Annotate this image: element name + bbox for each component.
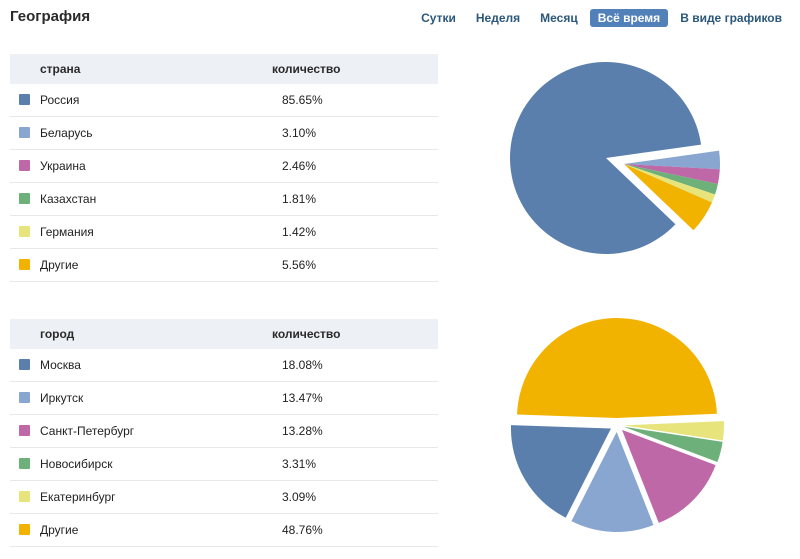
tab-week[interactable]: Неделя bbox=[475, 11, 521, 25]
row-label: Иркутск bbox=[40, 391, 84, 405]
tab-as-charts[interactable]: В виде графиков bbox=[680, 11, 782, 25]
country-rows: Россия 85.65% Беларусь 3.10% Украина 2.46% Каз… bbox=[10, 84, 438, 282]
table-row: Санкт-Петербург 13.28% bbox=[10, 415, 438, 448]
city-table: город количество Москва 18.08% Иркутск 13.4… bbox=[10, 319, 438, 547]
column-header-city: город bbox=[40, 327, 75, 341]
row-value: 3.09% bbox=[282, 490, 317, 504]
row-label: Россия bbox=[40, 93, 80, 107]
legend-swatch bbox=[19, 193, 30, 204]
row-name: Другие bbox=[10, 258, 266, 272]
row-name: Беларусь bbox=[10, 126, 266, 140]
legend-swatch bbox=[19, 425, 30, 436]
row-name: Новосибирск bbox=[10, 457, 266, 471]
row-label: Екатеринбург bbox=[40, 490, 116, 504]
table-header: город количество bbox=[10, 319, 438, 349]
pie-slice-3 bbox=[624, 164, 720, 184]
legend-swatch bbox=[19, 160, 30, 171]
table-row: Другие 5.56% bbox=[10, 249, 438, 282]
row-value: 1.42% bbox=[282, 225, 317, 239]
row-value: 1.81% bbox=[282, 192, 317, 206]
table-row: Москва 18.08% bbox=[10, 349, 438, 382]
row-name: Москва bbox=[10, 358, 266, 372]
city-pie-chart bbox=[510, 318, 724, 532]
legend-swatch bbox=[19, 226, 30, 237]
row-label: Другие bbox=[40, 523, 79, 537]
pie-slice-5 bbox=[624, 164, 716, 203]
row-label: Другие bbox=[40, 258, 79, 272]
table-row: Другие 48.76% bbox=[10, 514, 438, 547]
tab-month[interactable]: Месяц bbox=[540, 11, 578, 25]
row-label: Санкт-Петербург bbox=[40, 424, 135, 438]
row-value: 48.76% bbox=[282, 523, 323, 537]
table-row: Иркутск 13.47% bbox=[10, 382, 438, 415]
pie-slice-3 bbox=[621, 429, 716, 523]
row-name: Россия bbox=[10, 93, 266, 107]
legend-swatch bbox=[19, 359, 30, 370]
city-rows: Москва 18.08% Иркутск 13.47% Санкт-Петербург… bbox=[10, 349, 438, 547]
row-name: Украина bbox=[10, 159, 266, 173]
legend-swatch bbox=[19, 94, 30, 105]
period-tabs: Сутки Неделя Месяц Всё время В виде граф… bbox=[409, 9, 790, 27]
row-label: Украина bbox=[40, 159, 86, 173]
row-name: Екатеринбург bbox=[10, 490, 266, 504]
row-label: Москва bbox=[40, 358, 81, 372]
legend-swatch bbox=[19, 524, 30, 535]
pie-slice-2 bbox=[571, 431, 654, 532]
row-value: 3.31% bbox=[282, 457, 317, 471]
row-value: 5.56% bbox=[282, 258, 317, 272]
pie-slice-1 bbox=[510, 425, 611, 518]
tab-day[interactable]: Сутки bbox=[421, 11, 456, 25]
pie-slice-2 bbox=[624, 150, 720, 170]
row-value: 18.08% bbox=[282, 358, 323, 372]
pie-slice-4 bbox=[623, 426, 723, 462]
row-label: Казахстан bbox=[40, 192, 97, 206]
page-title: География bbox=[10, 8, 91, 25]
column-header-country: страна bbox=[40, 62, 81, 76]
legend-swatch bbox=[19, 259, 30, 270]
country-table: страна количество Россия 85.65% Беларусь 3.… bbox=[10, 54, 438, 282]
column-header-count: количество bbox=[272, 62, 341, 76]
row-value: 2.46% bbox=[282, 159, 317, 173]
pie-slice-1 bbox=[510, 62, 702, 255]
pie-slice-6 bbox=[517, 318, 717, 419]
row-value: 85.65% bbox=[282, 93, 323, 107]
row-value: 13.28% bbox=[282, 424, 323, 438]
row-label: Германия bbox=[40, 225, 94, 239]
table-row: Германия 1.42% bbox=[10, 216, 438, 249]
pie-slice-4 bbox=[624, 164, 718, 195]
table-header: страна количество bbox=[10, 54, 438, 84]
row-value: 13.47% bbox=[282, 391, 323, 405]
row-name: Другие bbox=[10, 523, 266, 537]
row-name: Иркутск bbox=[10, 391, 266, 405]
table-row: Украина 2.46% bbox=[10, 150, 438, 183]
row-label: Беларусь bbox=[40, 126, 93, 140]
column-header-count: количество bbox=[272, 327, 341, 341]
row-name: Казахстан bbox=[10, 192, 266, 206]
table-row: Казахстан 1.81% bbox=[10, 183, 438, 216]
table-row: Беларусь 3.10% bbox=[10, 117, 438, 150]
table-row: Новосибирск 3.31% bbox=[10, 448, 438, 481]
legend-swatch bbox=[19, 458, 30, 469]
table-row: Россия 85.65% bbox=[10, 84, 438, 117]
row-name: Германия bbox=[10, 225, 266, 239]
legend-swatch bbox=[19, 127, 30, 138]
legend-swatch bbox=[19, 392, 30, 403]
country-pie-chart bbox=[510, 62, 720, 255]
pie-slice-5 bbox=[623, 421, 724, 441]
row-value: 3.10% bbox=[282, 126, 317, 140]
tab-all-time[interactable]: Всё время bbox=[589, 9, 669, 27]
row-name: Санкт-Петербург bbox=[10, 424, 266, 438]
pie-slice-6 bbox=[624, 164, 712, 231]
row-label: Новосибирск bbox=[40, 457, 113, 471]
table-row: Екатеринбург 3.09% bbox=[10, 481, 438, 514]
legend-swatch bbox=[19, 491, 30, 502]
